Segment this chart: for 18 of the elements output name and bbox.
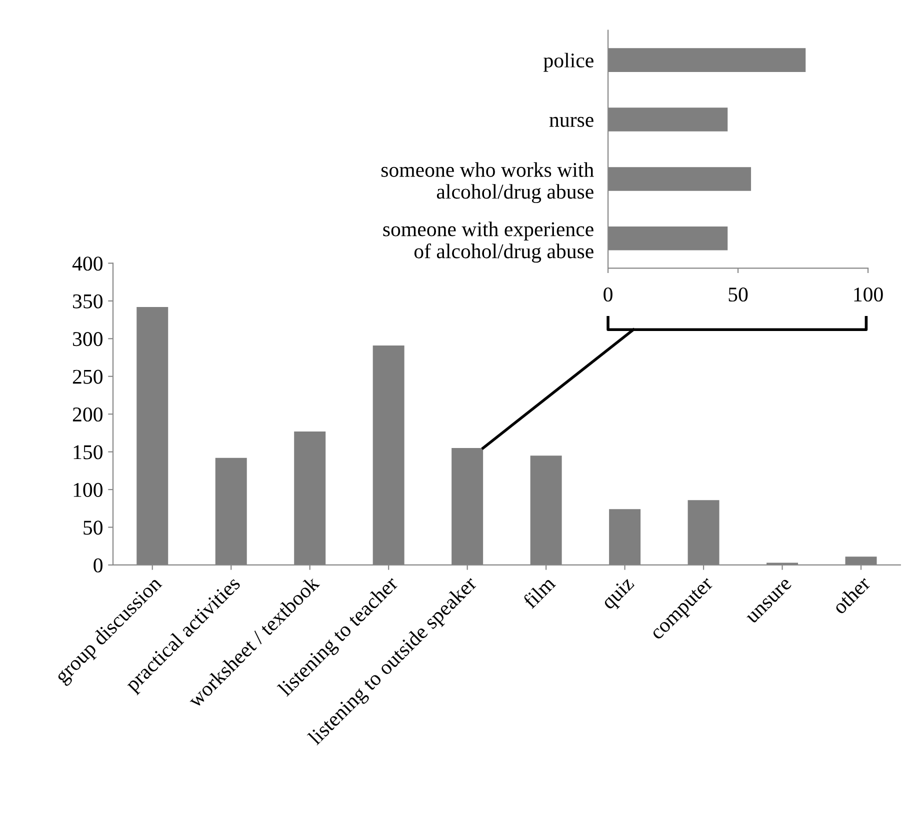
x-tick-label: 50 [728,287,748,302]
x-tick-label: 100 [854,287,883,302]
y-tick-label: 200 [72,407,102,422]
y-tick-label: 100 [74,482,102,497]
x-tick-label: quiz [600,576,638,613]
y-tick-label: 50 [84,520,102,535]
y-tick-label: someone with experience of alcohol/drug abuse [383,222,594,263]
y-tick-label: 400 [72,256,102,271]
y-tick-label: someone who works with alcohol/drug abuse [381,162,594,204]
y-tick-label: 300 [73,332,102,346]
y-tick-label: 150 [74,445,102,460]
y-tick-label: 250 [72,370,102,384]
y-tick-label: nurse [549,116,594,127]
x-tick-label: 0 [604,287,612,302]
x-tick-label: film [522,574,556,610]
y-tick-label: 350 [73,294,102,308]
y-tick-label: 0 [94,558,102,572]
y-tick-label: police [544,52,594,72]
